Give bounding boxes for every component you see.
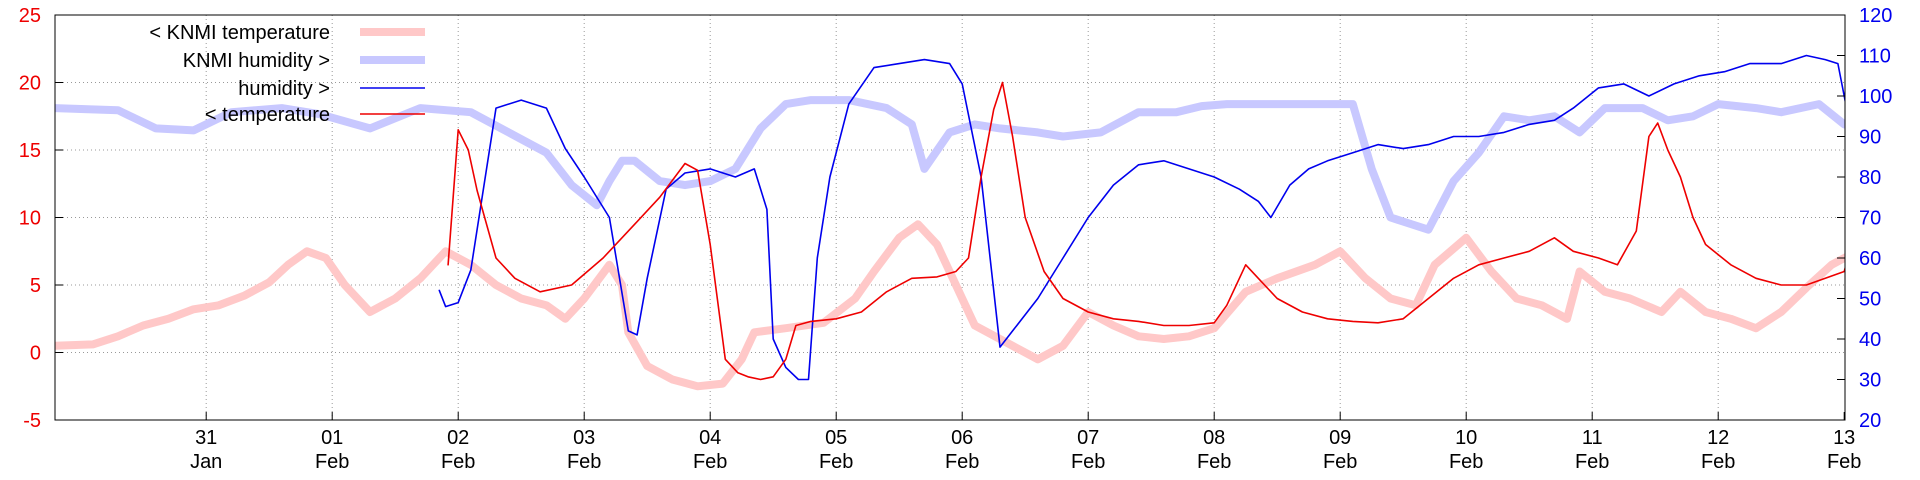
y-right-tick-label: 30 bbox=[1859, 370, 1881, 392]
y-axis-right: 20 30 40 50 60 70 80 90 100 110 120 bbox=[1837, 5, 1892, 432]
x-tick-day-label: 06 bbox=[951, 427, 973, 449]
x-tick-day-label: 13 bbox=[1833, 427, 1855, 449]
y-right-tick-label: 90 bbox=[1859, 127, 1881, 149]
x-tick-month-label: Feb bbox=[1197, 451, 1231, 473]
y-left-tick-label: 5 bbox=[30, 275, 41, 297]
x-tick-month-label: Feb bbox=[567, 451, 601, 473]
x-tick-day-label: 08 bbox=[1203, 427, 1225, 449]
legend-item: < temperature bbox=[205, 104, 425, 126]
series-line-knmi-temperature bbox=[55, 220, 1845, 391]
legend-item: KNMI humidity > bbox=[183, 50, 425, 72]
x-tick-month-label: Feb bbox=[315, 451, 349, 473]
y-left-tick-label: 10 bbox=[19, 208, 41, 230]
series-layer bbox=[55, 54, 1845, 391]
y-left-tick-label: 25 bbox=[19, 5, 41, 27]
y-right-tick-label: 70 bbox=[1859, 208, 1881, 230]
x-tick-month-label: Feb bbox=[1449, 451, 1483, 473]
x-tick-month-label: Feb bbox=[1701, 451, 1735, 473]
legend-label: humidity > bbox=[238, 78, 330, 100]
y-right-tick-label: 50 bbox=[1859, 289, 1881, 311]
series-line-humidity bbox=[438, 54, 1845, 381]
legend-label: KNMI humidity > bbox=[183, 50, 330, 72]
x-tick-day-label: 02 bbox=[447, 427, 469, 449]
x-tick-month-label: Feb bbox=[441, 451, 475, 473]
y-right-tick-label: 110 bbox=[1859, 46, 1891, 68]
x-tick-day-label: 12 bbox=[1707, 427, 1729, 449]
x-tick-day-label: 04 bbox=[699, 427, 721, 449]
series-line-knmi-humidity bbox=[55, 96, 1845, 234]
x-tick-month-label: Feb bbox=[1827, 451, 1861, 473]
x-tick-month-label: Feb bbox=[819, 451, 853, 473]
series-line-temperature bbox=[447, 81, 1845, 381]
y-axis-left: -5 0 5 10 15 20 25 bbox=[19, 5, 63, 432]
legend-label: < KNMI temperature bbox=[149, 22, 330, 44]
x-tick-month-label: Jan bbox=[190, 451, 222, 473]
y-right-tick-label: 80 bbox=[1859, 167, 1881, 189]
legend: < KNMI temperature KNMI humidity > humidit… bbox=[149, 22, 425, 126]
x-tick-month-label: Feb bbox=[693, 451, 727, 473]
x-tick-month-label: Feb bbox=[945, 451, 979, 473]
x-tick-day-label: 10 bbox=[1455, 427, 1477, 449]
x-axis: 31Jan01Feb02Feb03Feb04Feb05Feb06Feb07Feb… bbox=[190, 412, 1861, 473]
x-tick-day-label: 07 bbox=[1077, 427, 1099, 449]
x-tick-month-label: Feb bbox=[1575, 451, 1609, 473]
x-tick-day-label: 05 bbox=[825, 427, 847, 449]
legend-item: humidity > bbox=[238, 78, 425, 100]
x-tick-day-label: 01 bbox=[321, 427, 343, 449]
x-tick-day-label: 31 bbox=[195, 427, 217, 449]
x-tick-day-label: 11 bbox=[1582, 427, 1603, 449]
x-tick-month-label: Feb bbox=[1071, 451, 1105, 473]
y-right-tick-label: 100 bbox=[1859, 86, 1892, 108]
y-right-tick-label: 120 bbox=[1859, 5, 1892, 27]
y-left-tick-label: -5 bbox=[23, 410, 41, 432]
legend-label: < temperature bbox=[205, 104, 330, 126]
y-left-tick-label: 20 bbox=[19, 73, 41, 95]
y-left-tick-label: 15 bbox=[19, 140, 41, 162]
y-right-tick-label: 40 bbox=[1859, 329, 1881, 351]
y-right-tick-label: 60 bbox=[1859, 248, 1881, 270]
x-tick-day-label: 09 bbox=[1329, 427, 1351, 449]
x-tick-month-label: Feb bbox=[1323, 451, 1357, 473]
legend-item: < KNMI temperature bbox=[149, 22, 425, 44]
y-left-tick-label: 0 bbox=[30, 343, 41, 365]
x-tick-day-label: 03 bbox=[573, 427, 595, 449]
y-right-tick-label: 20 bbox=[1859, 410, 1881, 432]
